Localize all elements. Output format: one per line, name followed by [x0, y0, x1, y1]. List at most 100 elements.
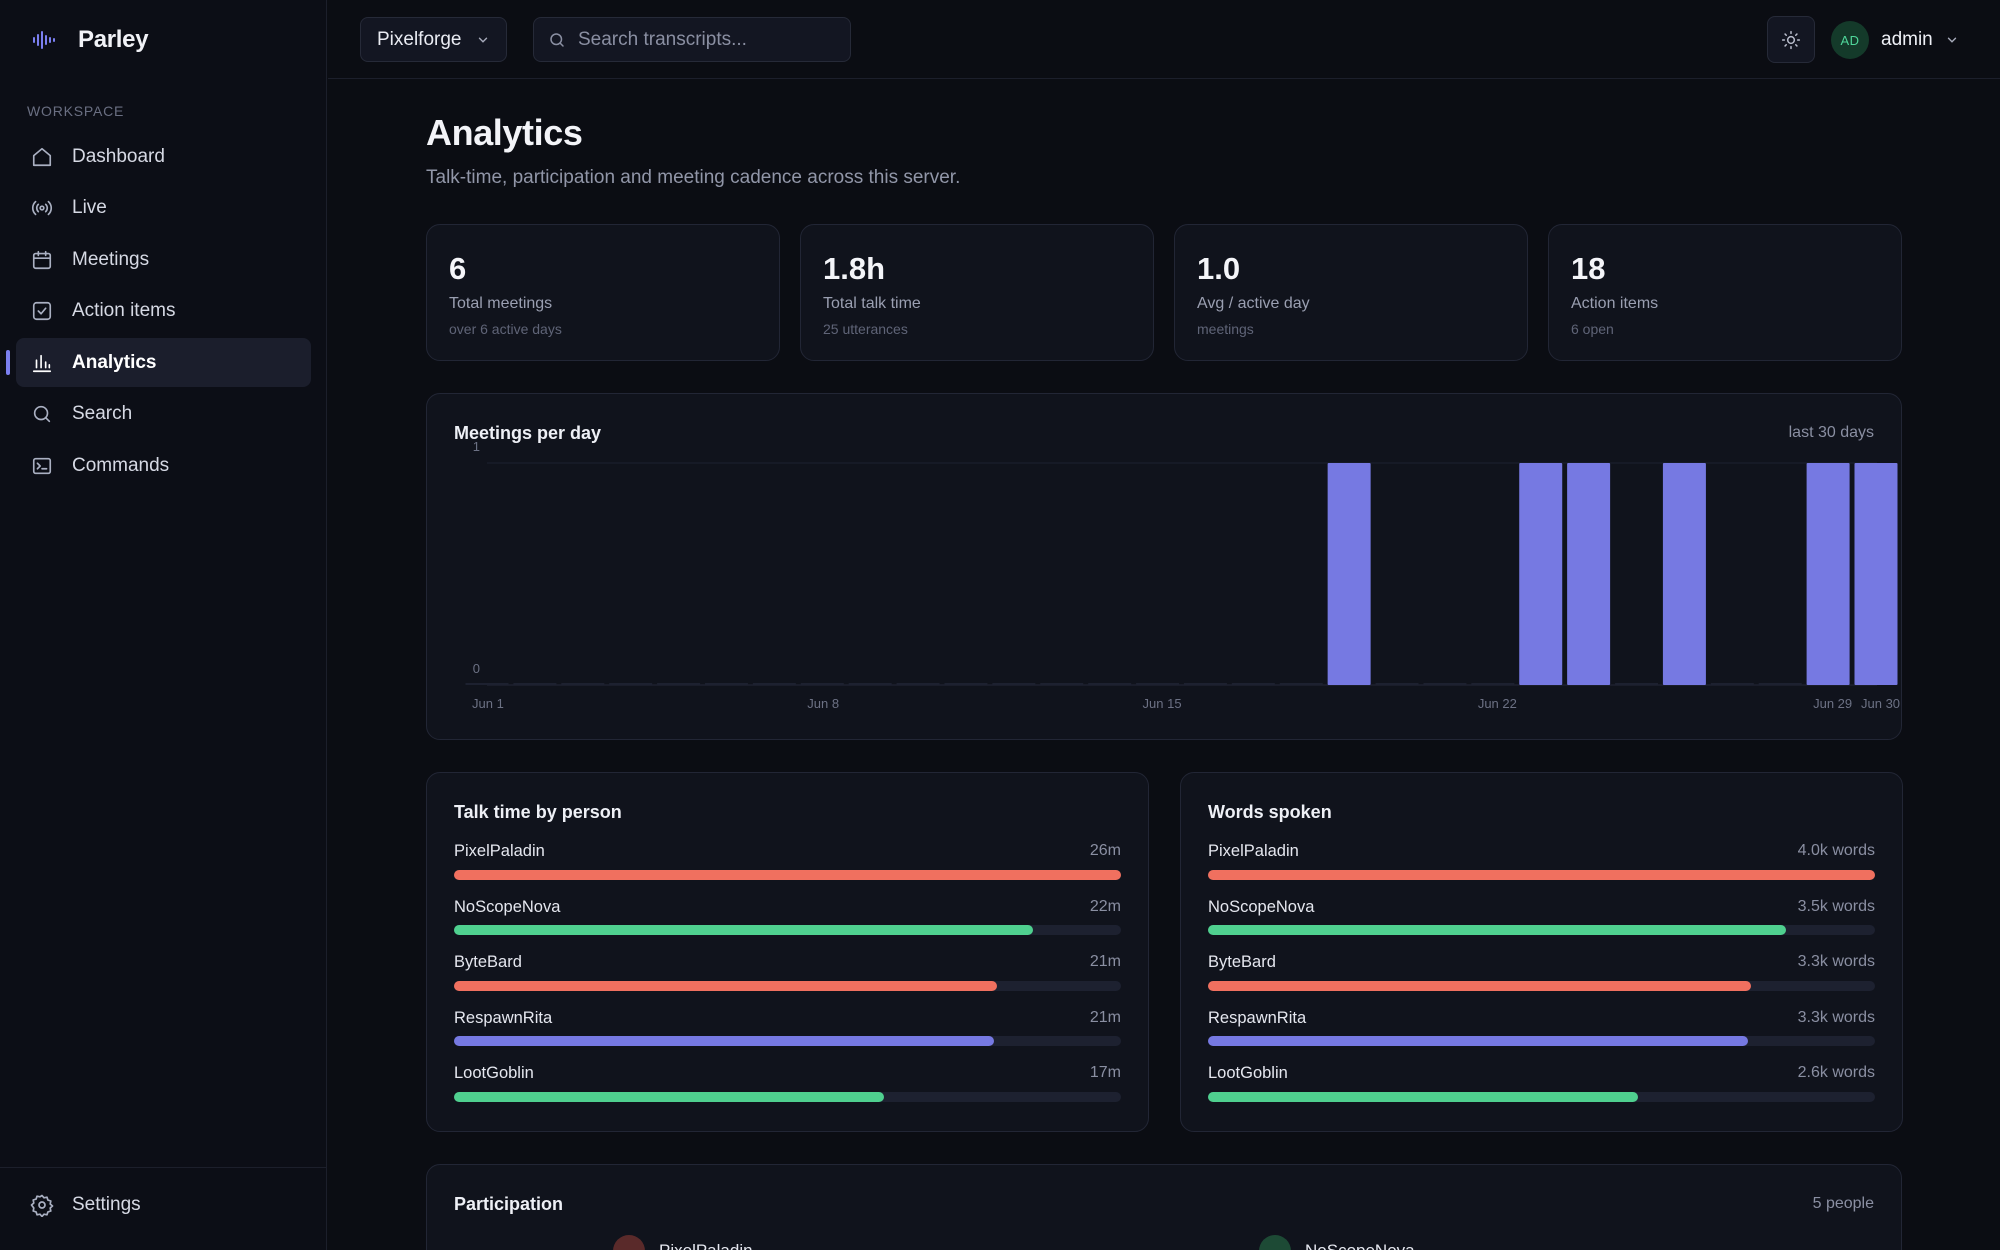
stat-label: Total meetings: [449, 295, 553, 312]
chart-bar[interactable]: [1662, 463, 1706, 685]
person-value: 26m: [1089, 842, 1121, 859]
chart-bar[interactable]: [609, 683, 653, 685]
chart-bar[interactable]: [1710, 683, 1754, 685]
y-tick-label: 1: [473, 439, 480, 454]
sidebar-item-label: Live: [72, 197, 107, 219]
stat-card-total-talk-time: 1.8h Total talk time 25 utterances: [800, 224, 1154, 361]
chart-bar[interactable]: [1471, 683, 1515, 685]
chart-bar[interactable]: [896, 683, 940, 685]
stat-label: Avg / active day: [1197, 295, 1310, 312]
stat-label: Total talk time: [823, 295, 921, 312]
sidebar-item-label: Action items: [72, 300, 176, 322]
progress-fill: [454, 869, 1121, 880]
page-subtitle: Talk-time, participation and meeting cad…: [426, 167, 961, 188]
participant: NoScopeNova: [1259, 1235, 1415, 1250]
participant: PixelPaladin: [613, 1235, 753, 1250]
person-name: LootGoblin: [1208, 1064, 1288, 1082]
chart-bar[interactable]: [1567, 463, 1611, 685]
chart-bar[interactable]: [1806, 463, 1850, 685]
stat-card-total-meetings: 6 Total meetings over 6 active days: [426, 224, 780, 361]
sidebar-item-search[interactable]: Search: [16, 390, 311, 439]
chart-bar[interactable]: [657, 683, 701, 685]
avatar: AD: [1831, 21, 1869, 59]
sidebar-item-action-items[interactable]: Action items: [16, 287, 311, 336]
chart-bar[interactable]: [1758, 683, 1802, 685]
sidebar-item-analytics[interactable]: Analytics: [6, 338, 311, 388]
home-icon: [30, 145, 54, 169]
sidebar-item-meetings[interactable]: Meetings: [16, 235, 311, 284]
chart-bar[interactable]: [1327, 463, 1371, 685]
talk-time-title: Talk time by person: [454, 802, 622, 822]
person-bar-row: LootGoblin 2.6k words: [1208, 1064, 1875, 1108]
chart-bar[interactable]: [1854, 463, 1898, 685]
chart-bar[interactable]: [1040, 683, 1084, 685]
sidebar-item-settings[interactable]: Settings: [30, 1193, 141, 1217]
waveform-logo-icon: [32, 30, 56, 50]
server-select[interactable]: Pixelforge: [360, 17, 507, 62]
person-value: 3.3k words: [1797, 953, 1875, 970]
person-name: PixelPaladin: [1208, 842, 1299, 860]
sidebar-item-dashboard[interactable]: Dashboard: [16, 132, 311, 181]
sidebar: Parley WORKSPACE Dashboard Live Meetings: [0, 0, 327, 1250]
chart-bar[interactable]: [1136, 683, 1180, 685]
page-title: Analytics: [426, 112, 583, 153]
sidebar-nav: Dashboard Live Meetings Action items Ana…: [6, 132, 311, 493]
person-value: 21m: [1089, 1008, 1121, 1026]
chart-bar[interactable]: [848, 683, 892, 685]
search-icon: [548, 31, 566, 49]
search-icon: [30, 402, 54, 426]
sidebar-item-live[interactable]: Live: [16, 184, 311, 233]
stat-value: 18: [1571, 251, 1606, 286]
progress-fill: [454, 925, 1033, 936]
person-bar-row: NoScopeNova 22m: [454, 898, 1121, 942]
chart-bar[interactable]: [800, 683, 844, 685]
chart-bar[interactable]: [944, 683, 988, 685]
meetings-chart: 0 1 Jun 1 Jun 8 Jun 15 Jun 22 Jun 29 Jun 30: [465, 439, 1900, 711]
chart-bar[interactable]: [513, 683, 557, 685]
participation-count: 5 people: [1812, 1195, 1874, 1212]
participant-avatar: [1259, 1235, 1291, 1250]
progress-track: [454, 980, 1121, 991]
topbar: Pixelforge AD admin: [328, 0, 2000, 79]
chart-bar[interactable]: [752, 683, 796, 685]
stat-subtext: meetings: [1197, 321, 1254, 337]
chart-bar[interactable]: [465, 683, 509, 685]
x-tick-label: Jun 29: [1813, 696, 1852, 711]
chart-bar[interactable]: [1183, 683, 1227, 685]
progress-fill: [1208, 1036, 1749, 1047]
stat-subtext: 25 utterances: [823, 321, 908, 337]
chart-bar[interactable]: [704, 683, 748, 685]
chart-bar[interactable]: [1615, 683, 1659, 685]
participant-avatar: [613, 1235, 645, 1250]
person-bar-row: LootGoblin 17m: [454, 1064, 1121, 1108]
chart-bar[interactable]: [1279, 683, 1323, 685]
chart-bar[interactable]: [1088, 683, 1132, 685]
theme-toggle-button[interactable]: [1767, 16, 1815, 63]
user-menu[interactable]: AD admin: [1831, 21, 1959, 59]
stat-label: Action items: [1571, 295, 1659, 312]
brand[interactable]: Parley: [32, 22, 149, 58]
chart-bar[interactable]: [561, 683, 605, 685]
chart-bar[interactable]: [1519, 463, 1563, 685]
words-spoken-card: Words spoken PixelPaladin 4.0k words NoSco…: [1180, 772, 1903, 1132]
x-tick-label: Jun 1: [472, 696, 504, 711]
settings-label: Settings: [72, 1194, 141, 1215]
person-value: 3.5k words: [1797, 897, 1875, 915]
progress-fill: [454, 1036, 995, 1047]
server-name: Pixelforge: [377, 28, 462, 50]
chart-bar[interactable]: [992, 683, 1036, 685]
chart-title: Meetings per day: [454, 423, 602, 443]
calendar-icon: [30, 248, 54, 272]
person-bar-row: PixelPaladin 26m: [454, 842, 1121, 886]
chart-bar[interactable]: [1231, 683, 1275, 685]
search-input[interactable]: [578, 28, 838, 51]
participation-card: Participation 5 people PixelPaladin NoSc…: [426, 1164, 1902, 1250]
chart-bar[interactable]: [1423, 683, 1467, 685]
chart-bar[interactable]: [1375, 683, 1419, 685]
progress-fill: [1208, 869, 1875, 880]
person-name: NoScopeNova: [1208, 897, 1315, 916]
talk-time-card: Talk time by person PixelPaladin 26m NoSco…: [426, 772, 1149, 1132]
sidebar-item-label: Analytics: [72, 351, 157, 373]
search-box[interactable]: [533, 17, 851, 62]
sidebar-item-commands[interactable]: Commands: [16, 442, 311, 491]
